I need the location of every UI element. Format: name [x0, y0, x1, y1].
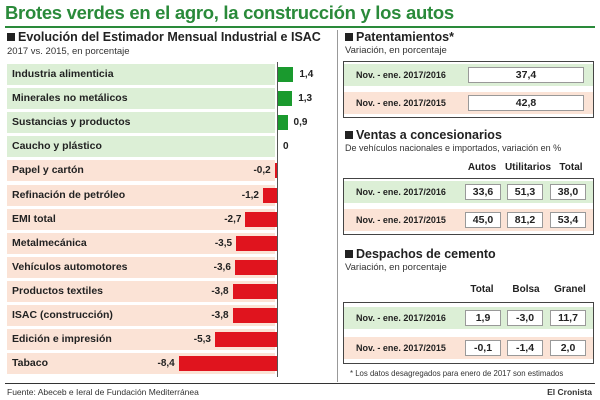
- bar: [245, 211, 277, 227]
- row-label: Nov. - ene. 2017/2016: [356, 70, 446, 80]
- row-label: Nov. - ene. 2017/2016: [356, 187, 446, 197]
- bullet-icon: [345, 250, 353, 258]
- bar: [232, 283, 277, 299]
- category-label: Vehículos automotores: [7, 256, 275, 278]
- data-label: -0,2: [253, 165, 271, 177]
- ventas-title-text: Ventas a concesionarios: [356, 128, 502, 142]
- table-row: Nov. - ene. 2017/2015 -0,1 -1,4 2,0: [344, 337, 593, 359]
- bar: [232, 308, 277, 323]
- page-title: Brotes verdes en el agro, la construcció…: [5, 2, 454, 23]
- category-label: Edición e impresión: [7, 329, 275, 351]
- category-label: Sustancias y productos: [7, 112, 275, 134]
- data-label: -3,8: [211, 310, 229, 321]
- value-cell: 1,9: [465, 310, 501, 326]
- table-row: Nov. - ene. 2017/2016 1,9 -3,0 11,7: [344, 307, 593, 329]
- data-label: 1,3: [298, 93, 313, 105]
- patentamientos-title: Patentamientos*: [345, 30, 454, 44]
- category-label: Industria alimenticia: [7, 64, 275, 85]
- bullet-icon: [7, 33, 15, 41]
- left-section-subtitle: 2017 vs. 2015, en porcentaje: [7, 46, 130, 57]
- bar: [236, 235, 277, 251]
- row-label: Nov. - ene. 2017/2015: [356, 343, 446, 353]
- category-label: Minerales no metálicos: [7, 88, 275, 110]
- column-header: Bolsa: [512, 284, 540, 295]
- ventas-table: Nov. - ene. 2017/2016 33,6 51,3 38,0 Nov…: [343, 178, 594, 235]
- value-cell: 42,8: [468, 95, 584, 111]
- bullet-icon: [345, 131, 353, 139]
- bar: [262, 187, 277, 203]
- brand-logo: El Cronista: [547, 387, 592, 397]
- category-label: Productos textiles: [7, 280, 275, 302]
- despachos-title-text: Despachos de cemento: [356, 247, 496, 261]
- despachos-title: Despachos de cemento: [345, 247, 496, 261]
- patentamientos-title-text: Patentamientos*: [356, 30, 454, 44]
- patentamientos-subtitle: Variación, en porcentaje: [345, 45, 447, 56]
- left-section-title: Evolución del Estimador Mensual Industri…: [7, 30, 321, 44]
- column-header: Autos: [467, 162, 497, 173]
- column-header: Utilitarios: [504, 162, 552, 173]
- patentamientos-table: Nov. - ene. 2017/2016 37,4 Nov. - ene. 2…: [343, 61, 594, 118]
- value-cell: 51,3: [507, 184, 543, 200]
- ventas-title: Ventas a concesionarios: [345, 128, 502, 142]
- footnote: * Los datos desagregados para enero de 2…: [350, 369, 564, 378]
- data-label: -1,2: [241, 189, 259, 201]
- footer-rule: [5, 383, 595, 384]
- value-cell: 37,4: [468, 67, 584, 83]
- value-cell: 11,7: [550, 310, 586, 326]
- data-label: 1,4: [299, 69, 314, 80]
- bar: [178, 356, 277, 372]
- column-header: Total: [470, 284, 494, 295]
- bar: [277, 67, 294, 82]
- industrial-bar-chart: Industria alimenticia 1,4 Minerales no met…: [7, 62, 314, 378]
- value-cell: 81,2: [507, 212, 543, 228]
- value-cell: 45,0: [465, 212, 501, 228]
- category-label: Refinación de petróleo: [7, 184, 275, 206]
- row-label: Nov. - ene. 2017/2015: [356, 98, 446, 108]
- table-row: Nov. - ene. 2017/2016 33,6 51,3 38,0: [344, 181, 593, 203]
- data-label: -3,5: [214, 237, 233, 249]
- row-label: Nov. - ene. 2017/2015: [356, 215, 446, 225]
- data-label: -5,3: [193, 334, 211, 346]
- value-cell: 53,4: [550, 212, 586, 228]
- data-label: -3,6: [213, 261, 231, 273]
- category-label: Papel y cartón: [7, 160, 275, 182]
- ventas-subtitle: De vehículos nacionales e importados, va…: [345, 143, 562, 153]
- value-cell: 38,0: [550, 184, 586, 200]
- value-cell: 33,6: [465, 184, 501, 200]
- category-label: Metalmecánica: [7, 232, 275, 254]
- bar: [214, 332, 277, 348]
- row-label: Nov. - ene. 2017/2016: [356, 313, 446, 323]
- data-label: 0: [283, 141, 289, 153]
- column-header: Total: [559, 162, 583, 173]
- value-cell: 2,0: [550, 340, 586, 356]
- value-cell: -3,0: [507, 310, 543, 326]
- data-label: 0,9: [293, 117, 308, 129]
- bullet-icon: [345, 33, 353, 41]
- data-label: -2,7: [224, 213, 242, 225]
- column-divider: [337, 30, 338, 382]
- category-label: EMI total: [7, 208, 275, 230]
- despachos-subtitle: Variación, en porcentaje: [345, 262, 447, 273]
- table-row: Nov. - ene. 2017/2015 42,8: [344, 92, 593, 114]
- despachos-table: Nov. - ene. 2017/2016 1,9 -3,0 11,7 Nov.…: [343, 302, 594, 364]
- category-label: Caucho y plástico: [7, 136, 275, 158]
- column-header: Granel: [554, 284, 586, 295]
- value-cell: -0,1: [465, 340, 501, 356]
- title-rule: [5, 26, 595, 28]
- left-section-title-text: Evolución del Estimador Mensual Industri…: [18, 30, 321, 44]
- table-row: Nov. - ene. 2017/2015 45,0 81,2 53,4: [344, 209, 593, 231]
- bar: [277, 91, 293, 107]
- value-cell: -1,4: [507, 340, 543, 356]
- bar: [234, 259, 277, 275]
- table-row: Nov. - ene. 2017/2016 37,4: [344, 64, 593, 86]
- zero-axis: [277, 62, 278, 378]
- bar: [274, 163, 277, 179]
- source-text: Fuente: Abeceb e Ieral de Fundación Medi…: [7, 387, 199, 397]
- data-label: -3,8: [211, 285, 229, 297]
- data-label: -8,4: [157, 358, 175, 370]
- bar: [277, 115, 288, 131]
- category-label: ISAC (construcción): [7, 305, 275, 326]
